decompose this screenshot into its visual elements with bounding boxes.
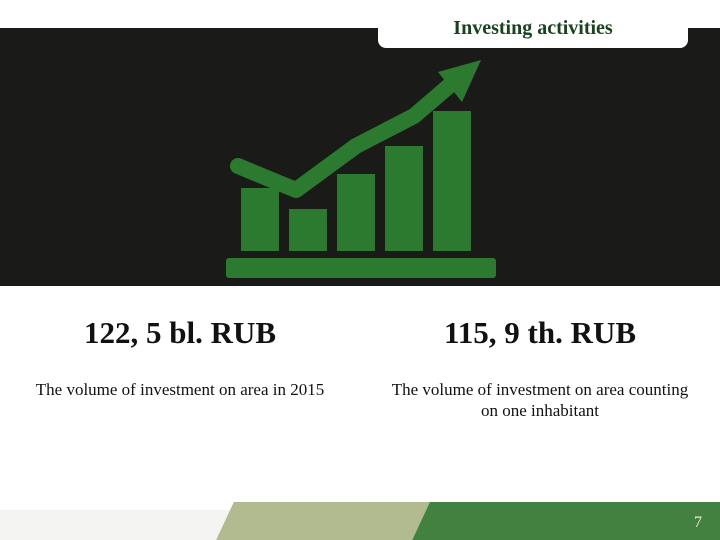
title-pill: Investing activities — [378, 8, 688, 48]
stat-right: 115, 9 th. RUB The volume of investment … — [360, 315, 720, 475]
footer: 7 — [0, 502, 720, 540]
page-number: 7 — [694, 514, 702, 532]
footer-stripe-green-fill — [600, 502, 720, 540]
stat-right-value: 115, 9 th. RUB — [390, 315, 690, 351]
stat-left-value: 122, 5 bl. RUB — [30, 315, 330, 351]
growth-chart-icon — [226, 58, 496, 280]
stat-left-desc: The volume of investment on area in 2015 — [30, 379, 330, 400]
slide-title: Investing activities — [453, 17, 612, 40]
stats-row: 122, 5 bl. RUB The volume of investment … — [0, 315, 720, 475]
slide: Investing activities 122, 5 bl. RUB The … — [0, 0, 720, 540]
stat-left: 122, 5 bl. RUB The volume of investment … — [0, 315, 360, 475]
stat-right-desc: The volume of investment on area countin… — [390, 379, 690, 422]
